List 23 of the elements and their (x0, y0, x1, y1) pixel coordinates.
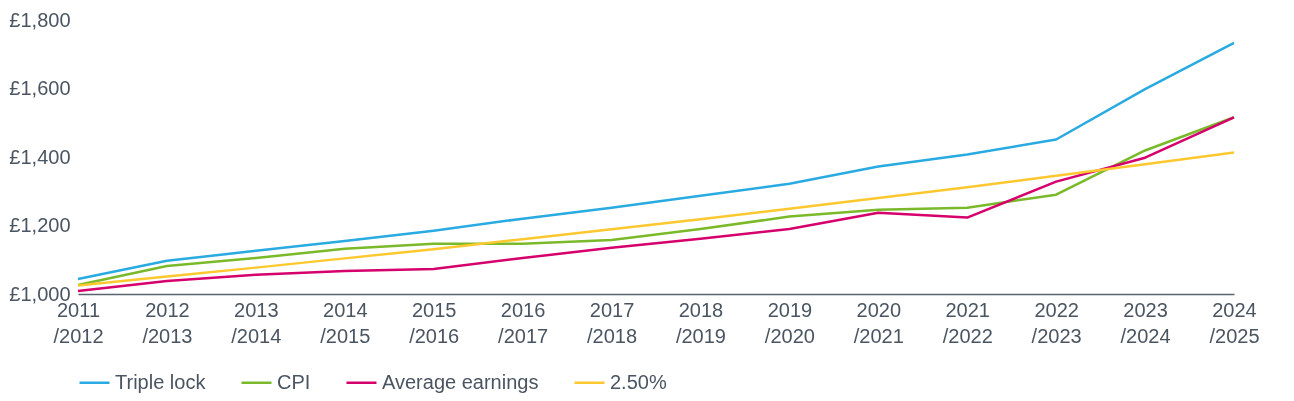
x-tick-label: 2024/2025 (1209, 298, 1260, 347)
x-tick-label: 2013/2014 (231, 298, 282, 347)
legend-label: 2.50% (610, 370, 667, 393)
line-series (76, 151, 1236, 287)
x-tick-label: 2020/2021 (853, 298, 904, 347)
x-tick-label: 2017/2018 (587, 298, 638, 347)
x-tick-label: 2018/2019 (675, 298, 726, 347)
x-tick-label: 2019/2020 (764, 298, 815, 347)
legend-label: CPI (277, 370, 311, 393)
legend-label: Average earnings (382, 370, 539, 393)
y-tick-label: £1,400 (9, 145, 71, 168)
x-tick-label: 2023/2024 (1120, 298, 1171, 347)
x-tick-label: 2021/2022 (942, 298, 993, 347)
y-tick-label: £1,600 (9, 77, 71, 99)
legend-label: Triple lock (115, 370, 207, 393)
y-tick-label: £1,200 (9, 214, 71, 236)
line-series (76, 41, 1236, 281)
x-tick-label: 2014/2015 (320, 298, 371, 347)
x-tick-label: 2015/2016 (409, 298, 460, 347)
x-tick-label: 2016/2017 (498, 298, 549, 347)
x-tick-label: 2012/2013 (142, 298, 193, 347)
y-tick-label: £1,800 (9, 8, 71, 31)
x-tick-label: 2022/2023 (1031, 298, 1082, 347)
